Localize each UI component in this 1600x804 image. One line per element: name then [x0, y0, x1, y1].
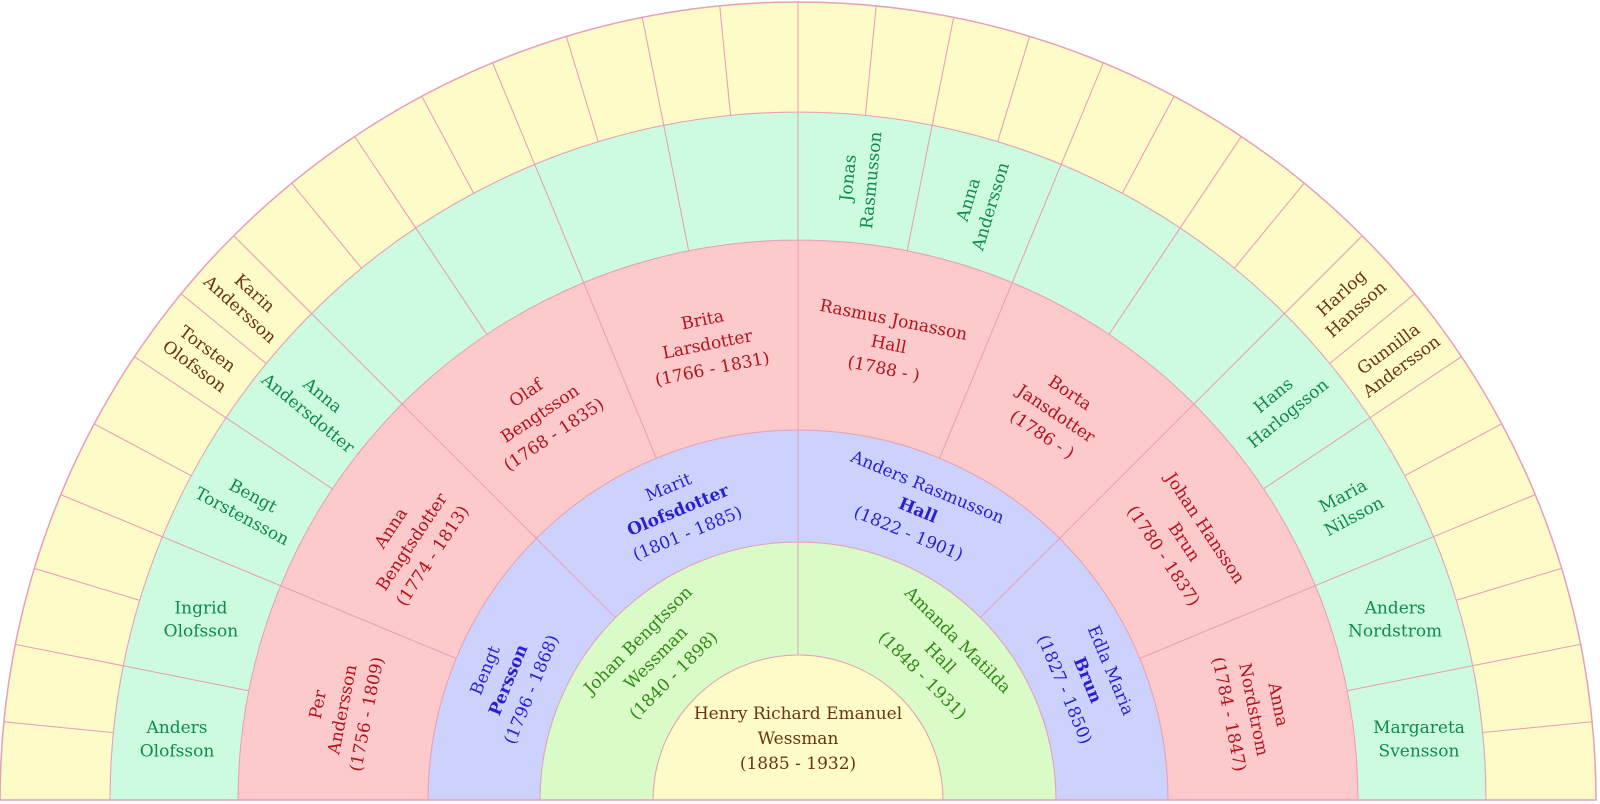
- name-line-0: Henry Richard Emanuel: [694, 704, 902, 724]
- root-person-label: Henry Richard Emanuel Wessman (1885 - 1932…: [694, 704, 902, 774]
- name-line-1: Svensson: [1379, 741, 1460, 761]
- ring5-segment-15[interactable]: [719, 1, 799, 116]
- ring4-person-0-label: Anders Olofsson: [140, 718, 215, 761]
- name-line-1: Olofsson: [140, 741, 215, 761]
- ring5-segment-31[interactable]: [1482, 721, 1597, 801]
- name-line-0: Anders: [1364, 598, 1426, 618]
- name-line-1: Olofsson: [164, 622, 239, 642]
- ring4-person-1-label: Ingrid Olofsson: [164, 598, 239, 641]
- ring5-segment-16[interactable]: [797, 1, 877, 116]
- name-line-1: Wessman: [758, 729, 839, 749]
- name-line-0: Jonas: [836, 154, 861, 205]
- name-line-1: Nordstrom: [1348, 622, 1442, 642]
- ring5-segment-0[interactable]: [0, 721, 114, 801]
- name-line-0: Margareta: [1373, 718, 1465, 738]
- name-line-2: (1885 - 1932): [740, 754, 856, 774]
- name-line-0: Anders: [145, 718, 207, 738]
- ring4-person-14-label: Anders Nordstrom: [1348, 598, 1442, 641]
- ring4-person-15-label: Margareta Svensson: [1373, 718, 1465, 761]
- name-line-0: Ingrid: [174, 598, 227, 618]
